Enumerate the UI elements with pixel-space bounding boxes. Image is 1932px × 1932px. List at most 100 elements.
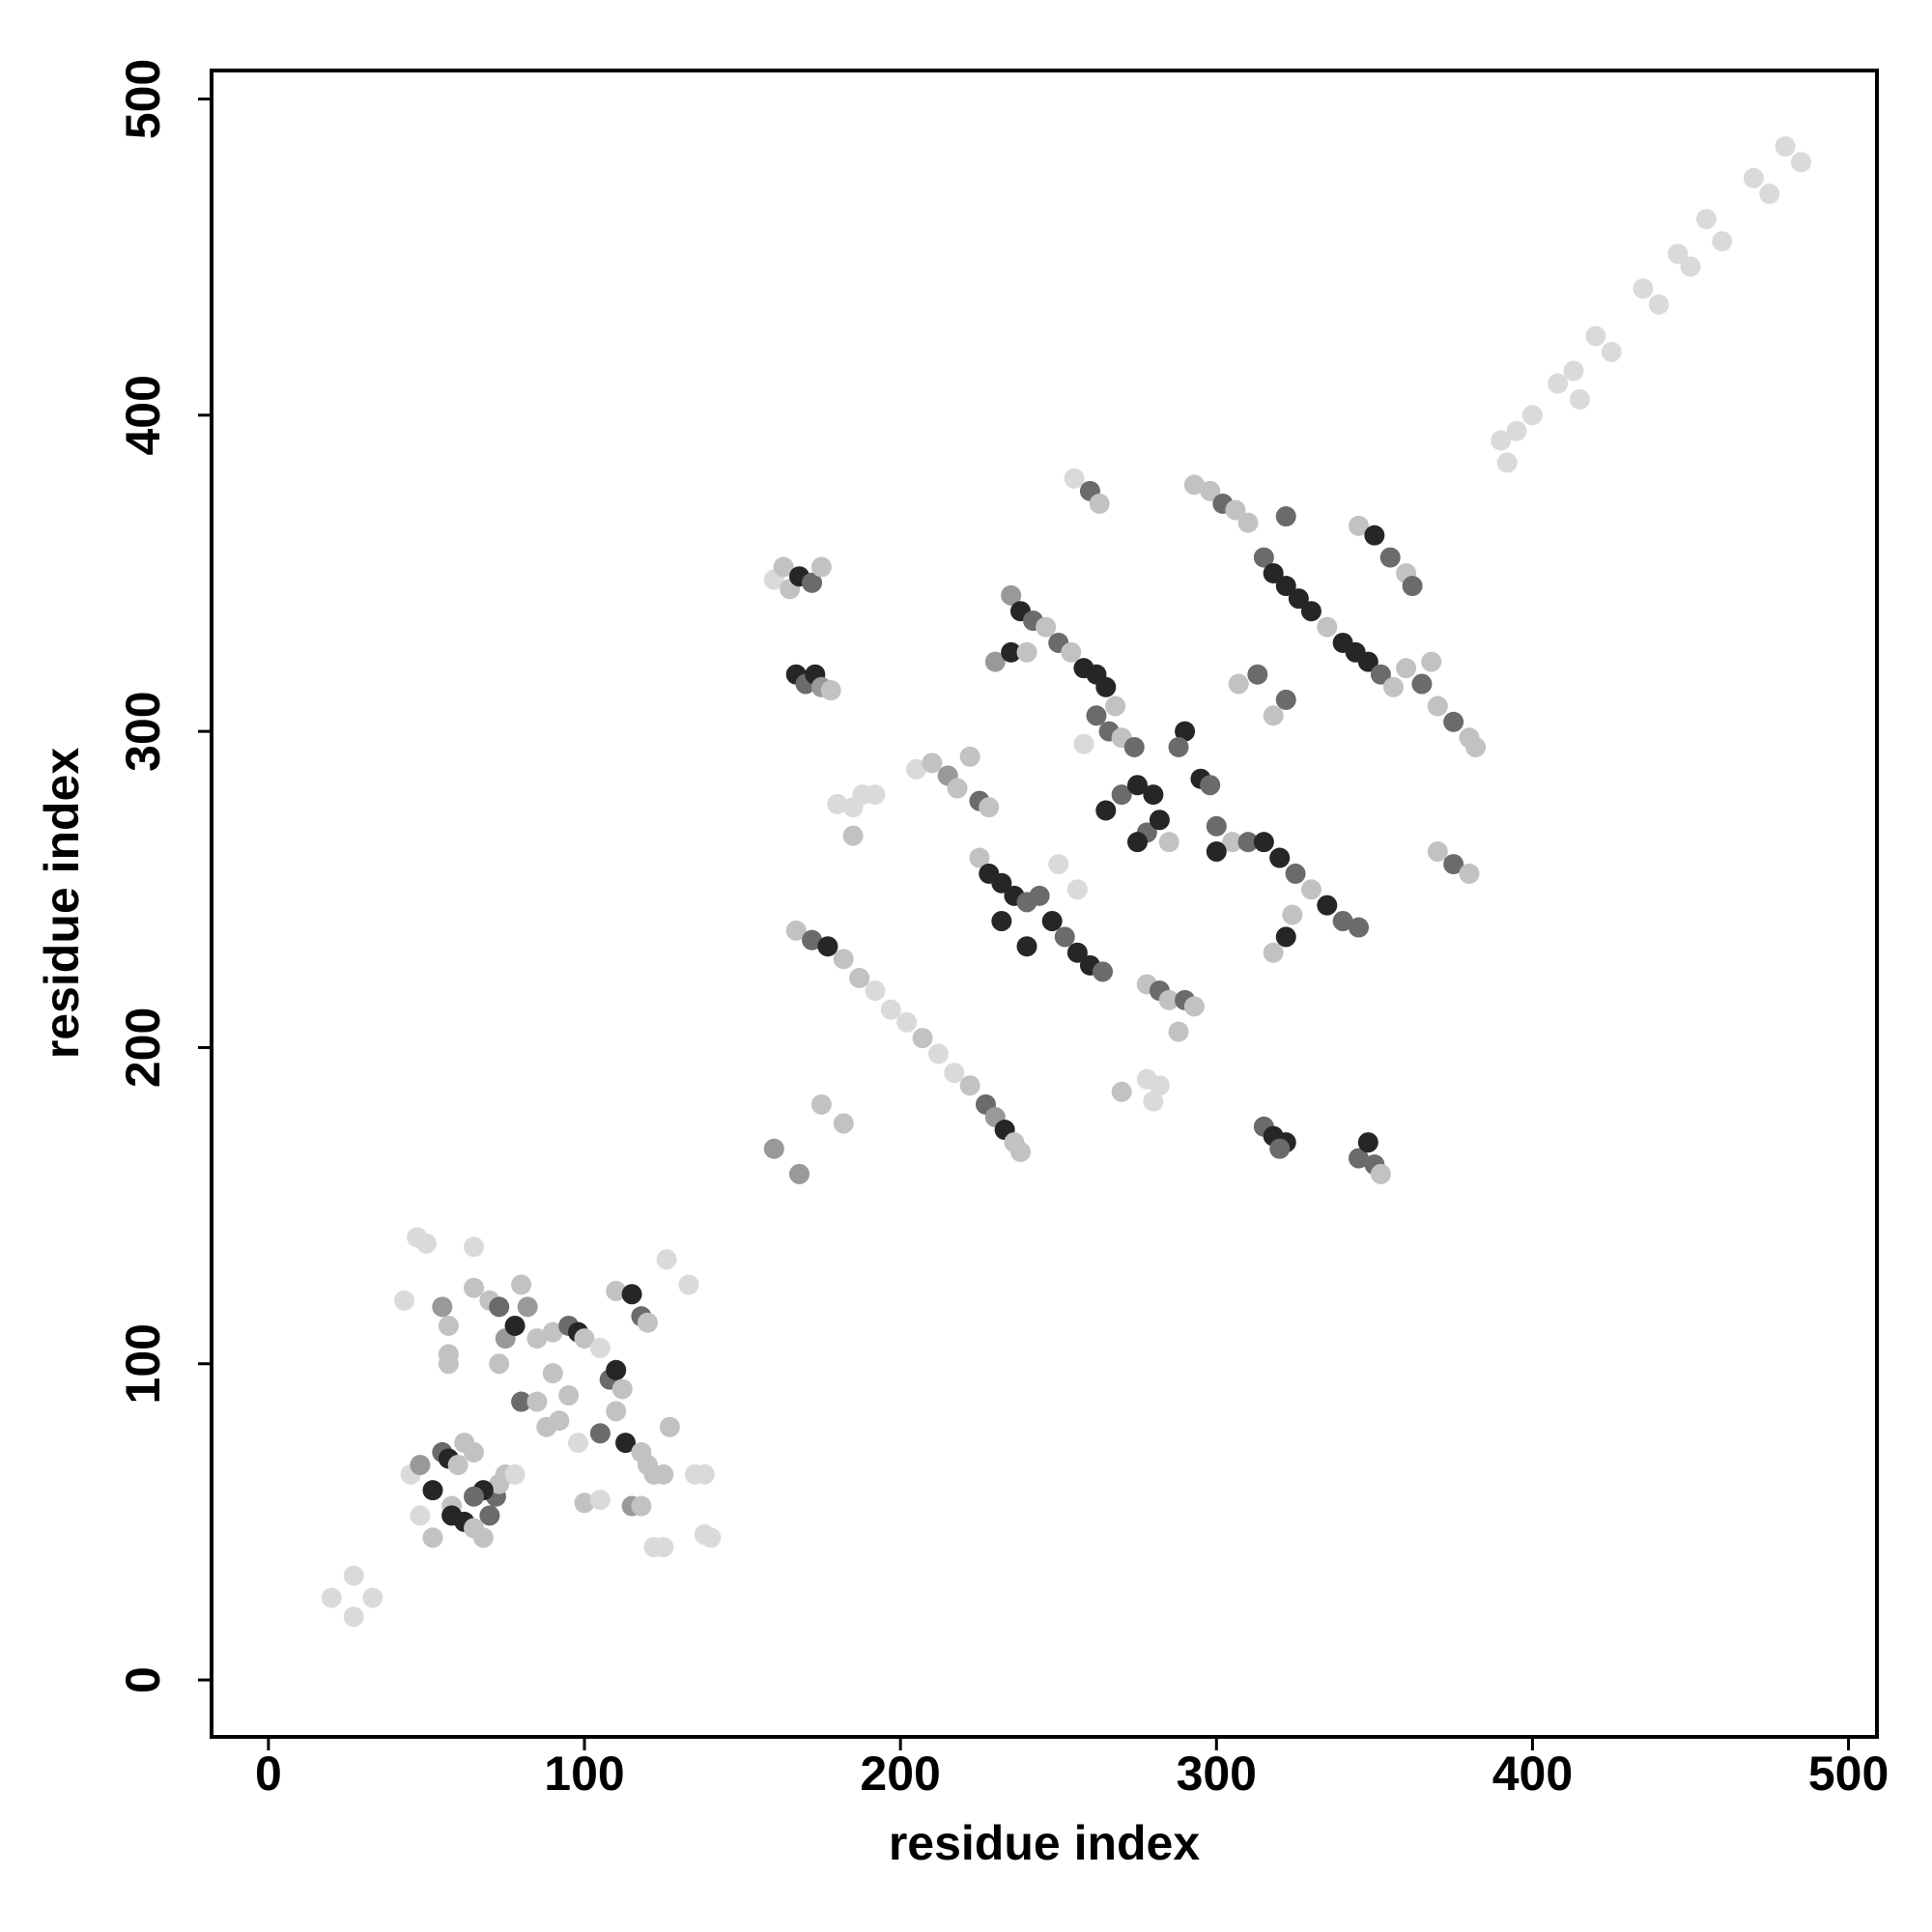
- point: [606, 1401, 627, 1422]
- point: [343, 1606, 364, 1628]
- point: [1743, 167, 1764, 188]
- point: [567, 1433, 588, 1454]
- point: [542, 1321, 563, 1343]
- point: [1496, 452, 1518, 473]
- point: [810, 1094, 832, 1115]
- point: [810, 556, 832, 578]
- point: [1427, 840, 1448, 862]
- point: [1348, 917, 1369, 938]
- point: [944, 1063, 965, 1084]
- point: [1263, 562, 1284, 583]
- point: [438, 1344, 459, 1365]
- point: [1054, 926, 1075, 948]
- point: [833, 949, 854, 970]
- point: [1285, 863, 1306, 884]
- point: [1175, 721, 1196, 742]
- point: [1269, 847, 1291, 868]
- point: [1048, 854, 1069, 875]
- point: [1288, 588, 1309, 610]
- point: [1427, 696, 1448, 717]
- point: [817, 936, 838, 957]
- point: [321, 1587, 342, 1608]
- point: [833, 1113, 854, 1134]
- point: [1759, 184, 1780, 205]
- point: [447, 1455, 469, 1476]
- point: [606, 1280, 627, 1301]
- point: [947, 778, 968, 799]
- point: [1465, 736, 1487, 757]
- y-tick-label: 200: [116, 1008, 170, 1088]
- point: [1680, 256, 1701, 277]
- point: [849, 967, 870, 988]
- point: [1200, 775, 1221, 796]
- point: [802, 929, 823, 951]
- point: [410, 1505, 431, 1526]
- point: [637, 1312, 658, 1333]
- point: [631, 1495, 652, 1517]
- point: [1036, 616, 1057, 638]
- point: [656, 1249, 677, 1270]
- point: [1421, 651, 1442, 672]
- point: [1061, 641, 1082, 663]
- point: [558, 1384, 580, 1406]
- point: [432, 1296, 453, 1318]
- x-axis-title: residue index: [889, 1816, 1201, 1870]
- point: [922, 753, 943, 774]
- point: [1001, 641, 1022, 663]
- point: [1263, 942, 1284, 963]
- point: [1370, 1163, 1391, 1184]
- point: [542, 1363, 563, 1384]
- x-tick-label: 200: [860, 1747, 940, 1801]
- point: [1379, 547, 1401, 568]
- point: [906, 758, 927, 780]
- point: [802, 572, 823, 593]
- point: [526, 1328, 548, 1350]
- point: [1648, 294, 1669, 315]
- y-tick-label: 100: [116, 1323, 170, 1404]
- point: [991, 911, 1012, 932]
- point: [1263, 705, 1284, 726]
- point: [653, 1537, 674, 1558]
- point: [589, 1337, 611, 1358]
- point: [526, 1391, 548, 1412]
- point: [1402, 576, 1423, 597]
- point: [1275, 926, 1296, 948]
- point: [1168, 736, 1189, 757]
- point: [1601, 341, 1622, 362]
- point: [1317, 616, 1338, 638]
- point: [464, 1277, 485, 1298]
- y-tick-label: 0: [116, 1666, 170, 1693]
- point: [472, 1527, 494, 1548]
- point: [1086, 705, 1107, 726]
- point: [827, 793, 848, 814]
- y-tick-label: 400: [116, 375, 170, 455]
- point: [621, 1284, 642, 1305]
- point: [1228, 673, 1249, 695]
- point: [489, 1353, 510, 1375]
- point: [984, 651, 1006, 672]
- point: [1009, 1141, 1031, 1162]
- point: [589, 1423, 611, 1444]
- point: [1712, 231, 1733, 252]
- point: [489, 1296, 510, 1318]
- y-tick-label: 500: [116, 59, 170, 139]
- point: [1491, 430, 1512, 451]
- point: [1149, 1075, 1170, 1096]
- point: [1066, 879, 1088, 900]
- point: [1111, 1081, 1132, 1102]
- point: [1206, 815, 1227, 837]
- point: [438, 1315, 459, 1336]
- point: [820, 680, 841, 701]
- point: [912, 1028, 933, 1049]
- point: [511, 1391, 532, 1412]
- point: [1282, 904, 1303, 925]
- point: [464, 1236, 485, 1258]
- point: [1364, 525, 1385, 546]
- point: [415, 1233, 437, 1254]
- point: [1382, 676, 1404, 697]
- point: [896, 1011, 918, 1033]
- point: [1093, 961, 1114, 982]
- point: [1041, 911, 1063, 932]
